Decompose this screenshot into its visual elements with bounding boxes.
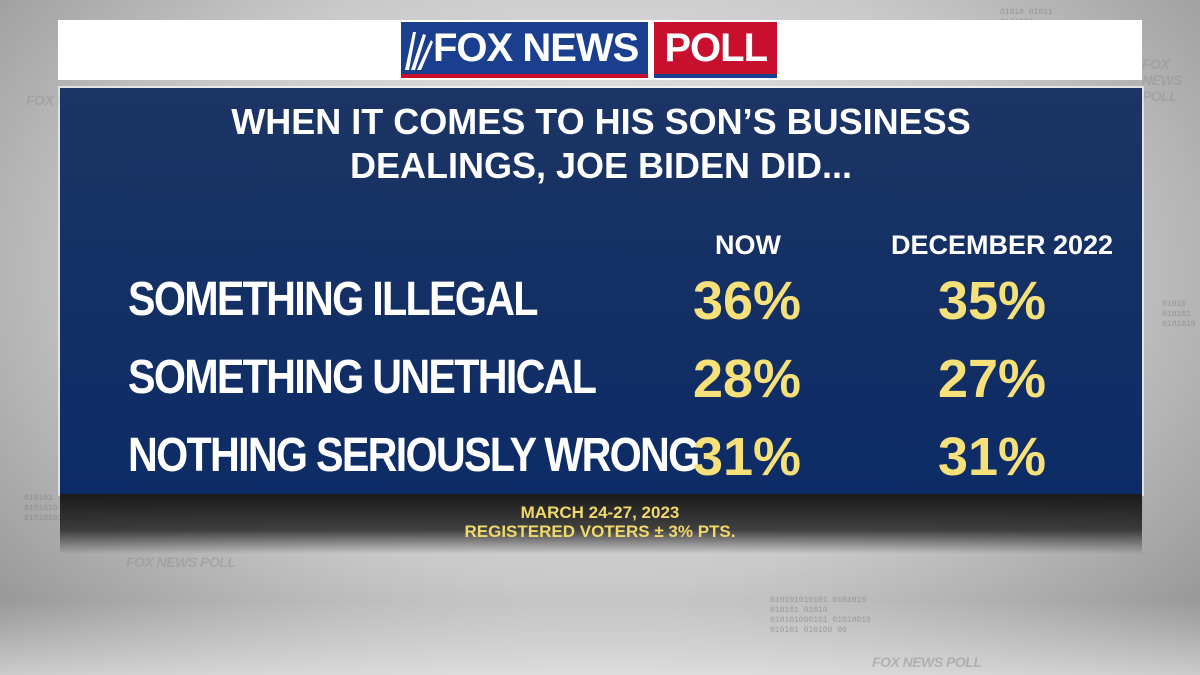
- background-band: [0, 600, 1200, 675]
- value-now-something-unethical: 28%: [692, 349, 802, 409]
- background-binary-pattern: 01010 010101 0101010: [1162, 300, 1196, 329]
- poll-panel: WHEN IT COMES TO HIS SON’S BUSINESS DEAL…: [60, 88, 1142, 494]
- footer-shadow: [60, 494, 1142, 554]
- background-watermark: FOX NEWS POLL: [1142, 56, 1183, 104]
- row-label-nothing-seriously-wrong: NOTHING SERIOUSLY WRONG: [128, 429, 700, 482]
- poll-logo: POLL: [654, 22, 778, 78]
- poll-sample-info: REGISTERED VOTERS ± 3% PTS.: [464, 522, 736, 541]
- column-header-now: NOW: [715, 230, 781, 260]
- value-dec2022-something-unethical: 27%: [937, 349, 1047, 409]
- poll-question-line-2: DEALINGS, JOE BIDEN DID...: [349, 145, 853, 186]
- value-dec2022-something-illegal: 35%: [937, 271, 1047, 331]
- searchlight-icon: [405, 32, 433, 70]
- background-binary-pattern: 010101010101 0101010 010101 01010 010101…: [770, 596, 871, 635]
- background-watermark: FOX NEWS POLL: [872, 654, 982, 670]
- row-label-something-illegal: SOMETHING ILLEGAL: [128, 273, 539, 326]
- column-header-december-2022: DECEMBER 2022: [890, 230, 1114, 260]
- background-watermark: FOX NEWS POLL: [126, 554, 236, 570]
- fox-news-poll-logo: FOX NEWS POLL: [401, 22, 778, 78]
- poll-question-line-1: WHEN IT COMES TO HIS SON’S BUSINESS: [231, 101, 971, 142]
- fox-news-logo: FOX NEWS: [401, 22, 649, 78]
- logo-text: FOX NEWS: [433, 25, 639, 70]
- poll-question: WHEN IT COMES TO HIS SON’S BUSINESS DEAL…: [60, 100, 1142, 188]
- poll-footer: MARCH 24-27, 2023 REGISTERED VOTERS ± 3%…: [0, 503, 1200, 541]
- poll-dates: MARCH 24-27, 2023: [520, 503, 680, 522]
- value-dec2022-nothing-seriously-wrong: 31%: [937, 427, 1047, 487]
- value-now-something-illegal: 36%: [692, 271, 802, 331]
- row-label-something-unethical: SOMETHING UNETHICAL: [128, 351, 597, 404]
- value-now-nothing-seriously-wrong: 31%: [692, 427, 802, 487]
